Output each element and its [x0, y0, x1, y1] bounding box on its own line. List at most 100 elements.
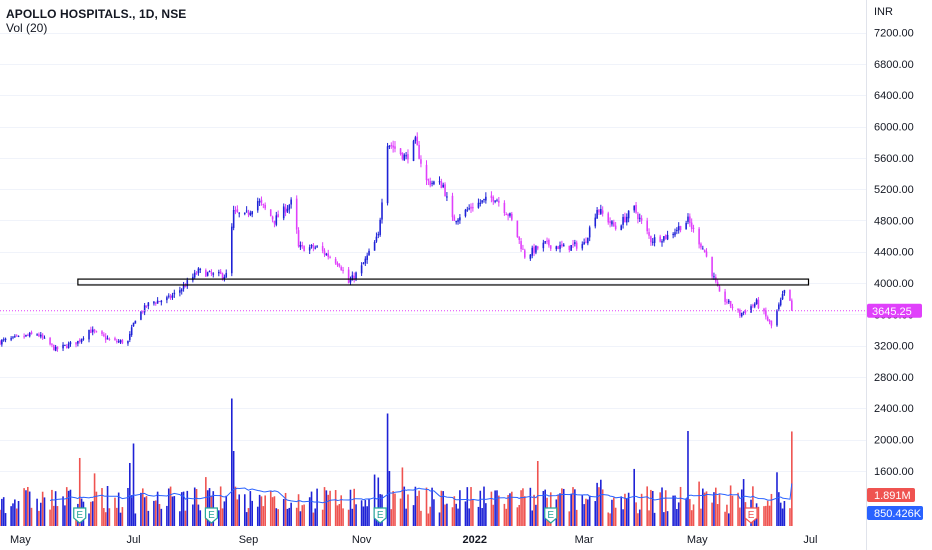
- time-tick-label: May: [10, 534, 31, 546]
- candle-body: [349, 279, 352, 283]
- candle-body: [130, 327, 133, 335]
- last-price-value: 3645.25: [872, 306, 912, 318]
- time-axis[interactable]: May Jul Sep Nov 2022 Mar May Jul: [10, 534, 817, 546]
- candle-body: [600, 208, 602, 214]
- volume-bar: [158, 504, 161, 526]
- candle-body: [234, 210, 237, 212]
- candle-body: [596, 210, 598, 219]
- volume-bar: [702, 488, 704, 526]
- volume-bar: [355, 504, 357, 526]
- volume-bar: [114, 497, 116, 526]
- volume-bar: [442, 491, 444, 526]
- candle-body: [264, 204, 266, 209]
- candle-body: [286, 208, 289, 212]
- candle-body: [282, 206, 285, 219]
- candle-body: [412, 140, 415, 161]
- candle-body: [158, 301, 161, 303]
- candle-body: [310, 244, 313, 247]
- volume-bar: [416, 495, 419, 526]
- volume-bar: [303, 504, 305, 526]
- candle-body: [36, 334, 38, 336]
- candle-body: [770, 320, 773, 326]
- volume-bar: [336, 505, 339, 526]
- candle-body: [38, 334, 40, 337]
- volume-bar: [127, 487, 129, 526]
- candle-body: [727, 300, 730, 303]
- volume-bar: [91, 501, 94, 526]
- volume-bar: [225, 495, 228, 526]
- volume-bar: [269, 490, 272, 526]
- candle-body: [210, 272, 213, 274]
- volume-bar: [308, 497, 311, 526]
- candle-body: [275, 215, 278, 225]
- candle-body: [516, 220, 519, 237]
- candle-body: [724, 291, 726, 302]
- candle-body: [562, 244, 565, 247]
- volume-indicator-label[interactable]: Vol (20): [6, 21, 48, 35]
- volume-bar: [466, 487, 469, 526]
- volume-bar: [523, 496, 526, 526]
- candle-body: [625, 216, 628, 223]
- price-axis[interactable]: 7200.00 6800.00 6400.00 6000.00 5600.00 5200.…: [874, 28, 914, 478]
- volume-bar: [15, 508, 18, 526]
- volume-bar: [182, 491, 185, 526]
- candle-body: [492, 197, 495, 202]
- candle-body: [685, 223, 687, 230]
- svg-text:E: E: [76, 510, 83, 521]
- time-tick-label: Jul: [803, 534, 817, 546]
- volume-bar: [27, 486, 29, 526]
- volume-bar: [56, 506, 59, 526]
- candle-body: [757, 299, 760, 309]
- volume-bar: [290, 502, 292, 526]
- candle-body: [197, 268, 200, 274]
- support-zone-rectangle[interactable]: [77, 278, 810, 286]
- volume-bar: [779, 502, 782, 526]
- volume-bar: [783, 501, 786, 526]
- candle-body: [353, 275, 355, 280]
- volume-bar: [638, 509, 641, 526]
- candle-body: [140, 311, 142, 320]
- candle-body: [572, 243, 574, 245]
- volume-bar: [52, 505, 55, 526]
- volume-bar: [492, 504, 495, 526]
- volume-bar: [219, 486, 222, 526]
- volume-bar: [342, 508, 344, 526]
- candle-body: [195, 273, 198, 275]
- volume-bar: [714, 487, 717, 526]
- candle-body: [223, 276, 226, 280]
- earnings-e-icon[interactable]: E: [744, 507, 758, 524]
- volume-bar: [511, 491, 513, 526]
- volume-bar: [781, 508, 784, 526]
- earnings-e-icon[interactable]: E: [204, 507, 218, 524]
- candle-body: [14, 336, 16, 338]
- volume-bar: [193, 487, 196, 526]
- candle-body: [238, 212, 241, 214]
- volume-bar: [301, 505, 304, 526]
- volume-bar: [505, 508, 508, 526]
- volume-bar: [440, 490, 443, 526]
- candle-body: [420, 159, 422, 164]
- candle-body: [703, 249, 706, 253]
- volume-bar: [247, 508, 250, 526]
- volume-bar: [470, 487, 472, 526]
- candle-body: [394, 146, 396, 149]
- volume-bar: [117, 492, 120, 526]
- candle-body: [52, 344, 55, 351]
- volume-bar: [271, 497, 274, 526]
- volume-bar: [770, 493, 773, 526]
- volume-bar: [65, 487, 68, 526]
- earnings-e-icon[interactable]: E: [73, 507, 87, 524]
- volume-ma-value: 850.426K: [874, 508, 922, 520]
- volume-bar: [727, 513, 730, 526]
- volume-bar: [195, 488, 198, 526]
- candle-body: [646, 220, 648, 232]
- candle-body: [425, 164, 428, 181]
- earnings-e-icon[interactable]: E: [544, 507, 558, 524]
- volume-bar: [78, 457, 81, 526]
- volume-bar: [277, 509, 279, 526]
- price-tick-label: 4400.00: [874, 247, 914, 259]
- earnings-e-icon[interactable]: E: [373, 507, 387, 524]
- candle-body: [15, 335, 18, 337]
